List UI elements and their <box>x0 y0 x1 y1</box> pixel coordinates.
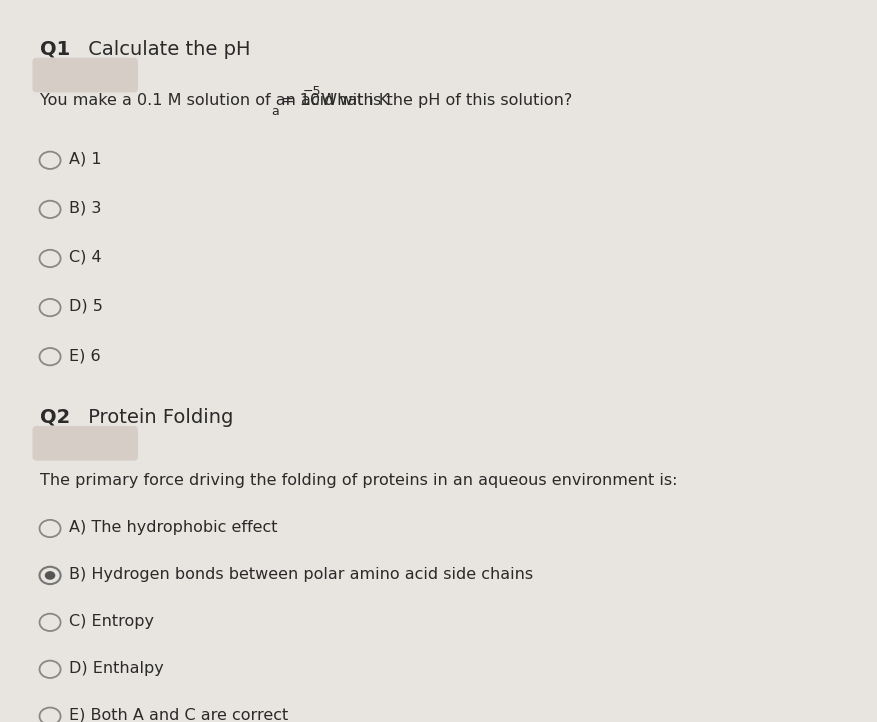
Text: E) Both A and C are correct: E) Both A and C are correct <box>69 708 289 722</box>
Text: D) Enthalpy: D) Enthalpy <box>69 661 164 676</box>
Text: Protein Folding: Protein Folding <box>82 408 232 427</box>
Text: = 10: = 10 <box>275 92 319 108</box>
FancyBboxPatch shape <box>32 58 138 92</box>
Text: Q2: Q2 <box>39 408 69 427</box>
Text: C) Entropy: C) Entropy <box>69 614 154 629</box>
Text: a: a <box>271 105 279 118</box>
Text: C) 4: C) 4 <box>69 250 102 265</box>
Circle shape <box>45 571 55 580</box>
Text: Q1: Q1 <box>39 40 69 58</box>
Text: B) 3: B) 3 <box>69 201 102 216</box>
Text: B) Hydrogen bonds between polar amino acid side chains: B) Hydrogen bonds between polar amino ac… <box>69 567 533 582</box>
Text: The primary force driving the folding of proteins in an aqueous environment is:: The primary force driving the folding of… <box>39 473 676 488</box>
FancyBboxPatch shape <box>32 426 138 461</box>
Text: E) 6: E) 6 <box>69 348 101 363</box>
Text: −5: −5 <box>303 84 321 97</box>
Text: . What is the pH of this solution?: . What is the pH of this solution? <box>310 92 571 108</box>
Text: D) 5: D) 5 <box>69 299 103 314</box>
Text: Calculate the pH: Calculate the pH <box>82 40 250 58</box>
Text: A) The hydrophobic effect: A) The hydrophobic effect <box>69 520 277 535</box>
Text: You make a 0.1 M solution of an acid with K: You make a 0.1 M solution of an acid wit… <box>39 92 389 108</box>
Text: A) 1: A) 1 <box>69 152 102 167</box>
